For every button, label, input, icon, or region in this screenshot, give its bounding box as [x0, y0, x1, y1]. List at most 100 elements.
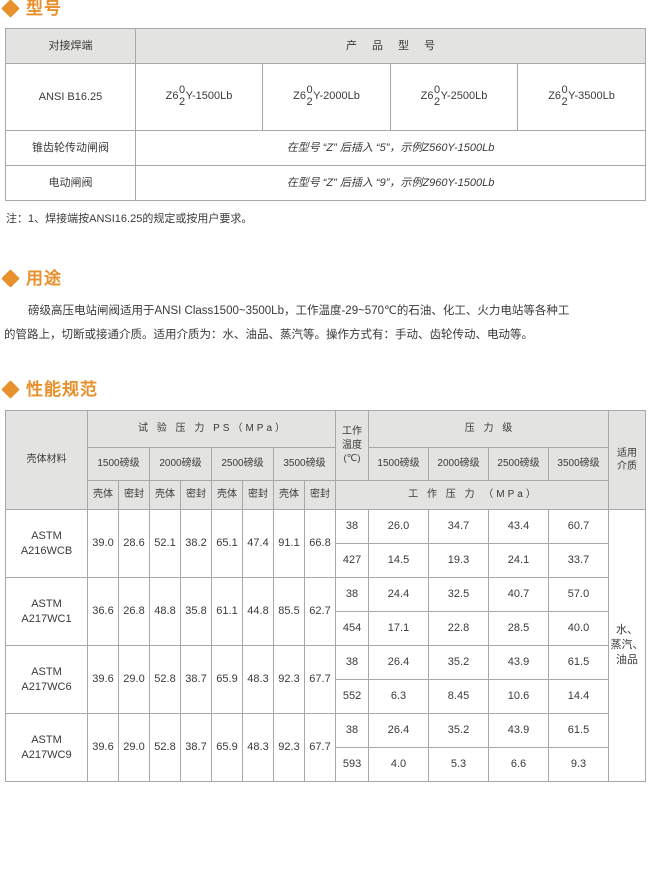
cell-wp-2-1-3: 14.4	[548, 679, 610, 715]
header-shell-2500: 壳体	[211, 480, 243, 511]
header-test-class-3500: 3500磅级	[272, 447, 337, 482]
header-test-class-1500: 1500磅级	[87, 447, 150, 482]
cell-wp-3-0-2: 43.9	[488, 713, 550, 749]
header-weld-end: 对接焊端	[5, 28, 136, 64]
cell-wp-2-0-2: 43.9	[488, 645, 550, 681]
cell-test-0-7: 66.8	[303, 509, 337, 579]
cell-wp-1-0-0: 24.4	[368, 577, 430, 613]
table-row-header-1: 壳体材料 试 验 压 力 PS（MPa） 工作 温度 (℃) 压 力 级 适用 …	[5, 410, 647, 511]
model-code-2000: Z6 0 2 Y-2000Lb	[293, 84, 360, 108]
cell-test-0-4: 65.1	[211, 509, 243, 579]
cell-test-3-1: 29.0	[118, 713, 150, 783]
cell-temp-2-0: 38	[335, 645, 370, 681]
table-row-header-2: 1500磅级 2000磅级 2500磅级 3500磅级 1500磅级 2000磅…	[6, 447, 646, 482]
cell-temp-0-1: 427	[335, 543, 370, 579]
cell-material-1: ASTM A217WC1	[5, 577, 88, 647]
cell-test-3-5: 48.3	[242, 713, 274, 783]
table-row: 427 14.5 19.3 24.1 33.7	[6, 543, 646, 579]
header-pressure-class-1500: 1500磅级	[368, 447, 430, 482]
cell-wp-2-1-2: 10.6	[488, 679, 550, 715]
header-test-pressure: 试 验 压 力 PS（MPa）	[86, 410, 337, 449]
header-pressure-class-3500: 3500磅级	[548, 447, 610, 482]
cell-test-1-1: 26.8	[118, 577, 150, 647]
cell-test-0-5: 47.4	[242, 509, 274, 579]
diamond-bullet-icon	[1, 269, 20, 288]
table-row: 552 6.3 8.45 10.6 14.4	[6, 679, 646, 715]
cell-test-3-0: 39.6	[87, 713, 119, 783]
header-seal-1500: 密封	[118, 480, 150, 511]
cell-test-0-3: 38.2	[180, 509, 212, 579]
cell-test-1-7: 62.7	[303, 577, 337, 647]
table-row: ASTM A217WC9 39.6 29.0 52.8 38.7 65.9 48…	[5, 713, 646, 783]
cell-test-1-3: 35.8	[180, 577, 212, 647]
cell-test-1-0: 36.6	[87, 577, 119, 647]
model-code-2500: Z6 0 2 Y-2500Lb	[420, 84, 488, 108]
header-pressure-class: 压 力 级	[368, 410, 610, 449]
cell-wp-1-0-2: 40.7	[488, 577, 550, 613]
cell-wp-3-1-3: 9.3	[548, 747, 610, 783]
cell-model-2500: Z6 0 2 Y-2500Lb	[390, 63, 518, 131]
cell-test-1-2: 48.8	[149, 577, 181, 647]
cell-wp-0-1-3: 33.7	[548, 543, 610, 579]
section-title-model: 型号	[26, 0, 62, 18]
header-shell-material: 壳体材料	[5, 410, 88, 511]
cell-wp-0-1-1: 19.3	[428, 543, 490, 579]
cell-test-2-6: 92.3	[273, 645, 305, 715]
header-pressure-class-2500: 2500磅级	[488, 447, 550, 482]
header-test-class-2500: 2500磅级	[211, 447, 274, 482]
model-table-note: 注：1、焊接端按ANSI16.25的规定或按用户要求。	[6, 213, 253, 225]
cell-wp-2-1-0: 6.3	[368, 679, 430, 715]
cell-test-2-1: 29.0	[118, 645, 150, 715]
cell-test-3-7: 67.7	[303, 713, 337, 783]
cell-wp-2-0-1: 35.2	[428, 645, 490, 681]
cell-material-0: ASTM A216WCB	[5, 509, 88, 579]
header-seal-2000: 密封	[180, 480, 212, 511]
table-row: ASTM A216WCB 39.0 28.6 52.1 38.2 65.1 47…	[5, 509, 647, 783]
cell-model-2000: Z6 0 2 Y-2000Lb	[262, 63, 391, 131]
table-row-header: 对接焊端 产 品 型 号	[5, 28, 647, 64]
section-header-model: 型号	[0, 0, 650, 18]
table-row: ASTM A217WC6 39.6 29.0 52.8 38.7 65.9 48…	[5, 645, 646, 715]
cell-test-0-2: 52.1	[149, 509, 181, 579]
table-row-standard: ANSI B16.25 Z6 0 2 Y-1500Lb Z6 0 2 Y-2000Lb …	[5, 63, 647, 131]
cell-wp-0-1-2: 24.1	[488, 543, 550, 579]
cell-model-3500: Z6 0 2 Y-3500Lb	[516, 63, 647, 131]
cell-test-2-4: 65.9	[211, 645, 243, 715]
cell-wp-2-0-0: 26.4	[368, 645, 430, 681]
model-code-3500: Z6 0 2 Y-3500Lb	[548, 84, 615, 108]
cell-wp-0-0-1: 34.7	[428, 509, 490, 545]
cell-temp-2-1: 552	[335, 679, 370, 715]
cell-test-3-2: 52.8	[149, 713, 181, 783]
cell-wp-1-1-2: 28.5	[488, 611, 550, 647]
cell-test-1-6: 85.5	[273, 577, 305, 647]
header-applicable-media: 适用 介质	[608, 410, 647, 511]
table-row: 454 17.1 22.8 28.5 40.0	[6, 611, 646, 647]
cell-wp-0-0-0: 26.0	[368, 509, 430, 545]
cell-wp-3-0-3: 61.5	[548, 713, 610, 749]
table-row: 593 4.0 5.3 6.6 9.3	[6, 747, 646, 783]
cell-wp-3-1-0: 4.0	[368, 747, 430, 783]
cell-standard: ANSI B16.25	[5, 63, 136, 131]
section-header-performance: 性能规范	[0, 380, 650, 400]
cell-test-2-2: 52.8	[149, 645, 181, 715]
diamond-bullet-icon	[1, 0, 20, 18]
cell-wp-2-0-3: 61.5	[548, 645, 610, 681]
cell-test-0-0: 39.0	[87, 509, 119, 579]
header-working-temperature: 工作 温度 (℃)	[335, 410, 370, 482]
section-title-performance: 性能规范	[26, 380, 98, 400]
header-pressure-class-2000: 2000磅级	[428, 447, 490, 482]
cell-material-3: ASTM A217WC9	[5, 713, 88, 783]
cell-test-2-7: 67.7	[303, 645, 337, 715]
usage-line-2: 的管路上，切断或接通介质。适用介质为：水、油品、蒸汽等。操作方式有：手动、齿轮传…	[4, 328, 533, 341]
cell-wp-2-1-1: 8.45	[428, 679, 490, 715]
header-seal-2500: 密封	[242, 480, 274, 511]
cell-test-1-4: 61.1	[211, 577, 243, 647]
label-electric-valve: 电动闸阀	[5, 165, 136, 201]
usage-paragraph: 磅级高压电站闸阀适用于ANSI Class1500~3500Lb，工作温度-29…	[4, 300, 646, 347]
cell-wp-1-0-3: 57.0	[548, 577, 610, 613]
table-row-header-3: 壳体 密封 壳体 密封 壳体 密封 壳体 密封 工 作 压 力 （MPa）	[6, 480, 646, 511]
label-bevel-gear-valve: 锥齿轮传动闸阀	[5, 130, 136, 166]
usage-line-1: 磅级高压电站闸阀适用于ANSI Class1500~3500Lb，工作温度-29…	[28, 305, 570, 317]
table-row: ASTM A217WC1 36.6 26.8 48.8 35.8 61.1 44…	[5, 577, 646, 647]
